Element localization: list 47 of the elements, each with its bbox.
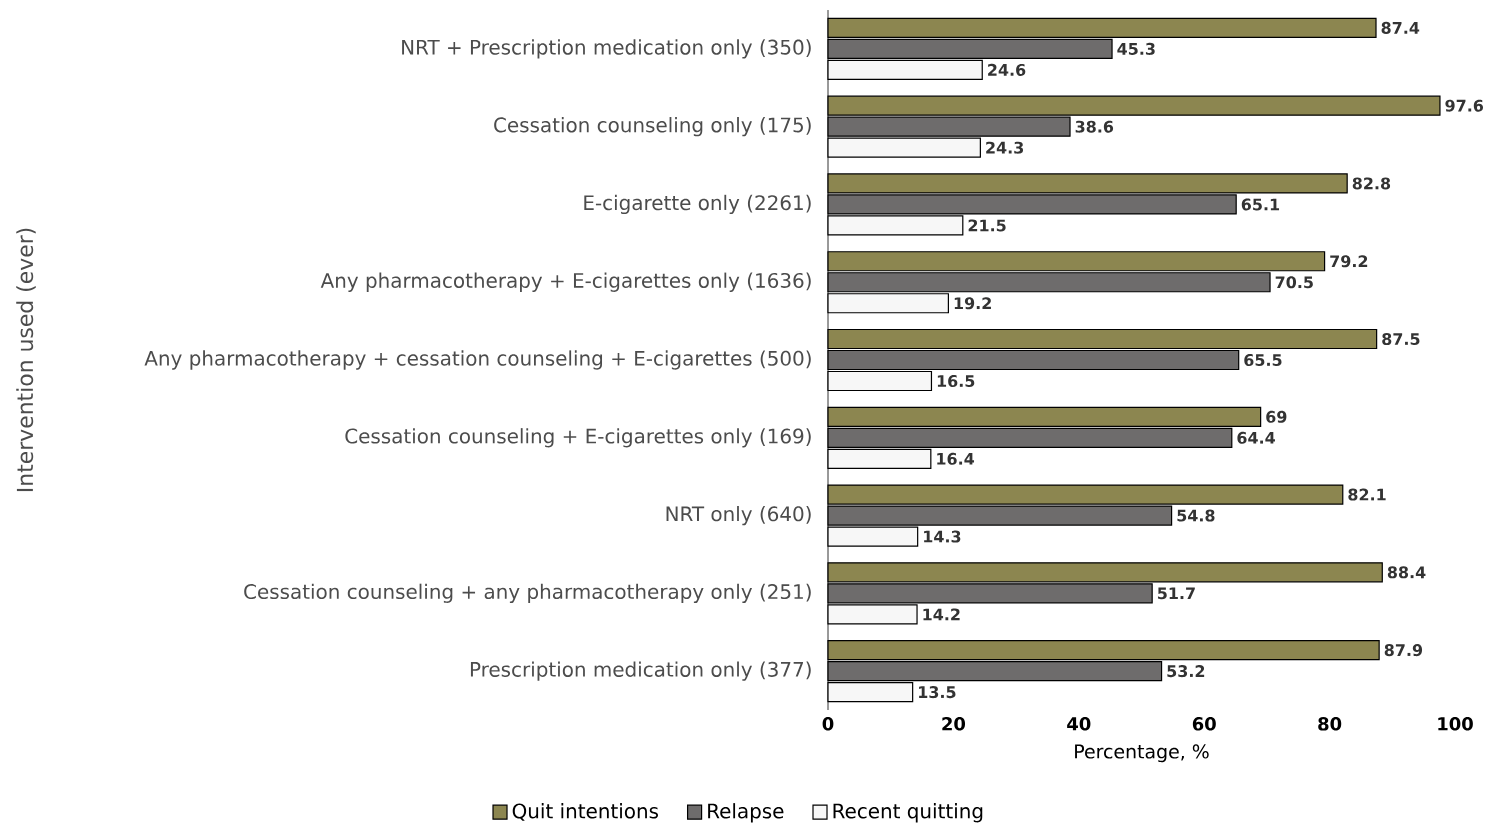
y-tick-label: NRT only (640) [666,505,811,526]
x-tick-label: 60 [1192,717,1216,731]
data-label: 65.5 [1244,354,1282,367]
data-label: 69 [1266,410,1287,423]
data-label: 79.2 [1330,255,1368,268]
x-tick-label: 40 [1067,717,1091,731]
x-tick-label: 80 [1318,717,1342,731]
y-tick-label: Cessation counseling + E-cigarettes only (169) [345,428,811,448]
data-label: 16.5 [937,375,975,388]
legend-label: Quit intentions [512,803,659,821]
y-tick-label: Prescription medication only (377) [470,661,811,681]
data-label: 87.5 [1382,332,1420,346]
x-tick-label: 0 [822,717,834,731]
legend-label: Recent quitting [833,803,983,823]
data-label: 65.1 [1241,198,1280,211]
data-label: 14.2 [923,608,960,621]
data-label: 97.6 [1445,99,1484,112]
data-label: 21.5 [968,219,1006,232]
data-label: 82.1 [1348,488,1386,501]
data-label: 38.6 [1075,120,1114,133]
data-label: 82.8 [1352,177,1391,190]
data-label: 87.9 [1384,644,1423,657]
y-tick-label: E-cigarette only (2261) [584,194,811,215]
data-label: 70.5 [1275,276,1313,289]
x-tick-label: 100 [1438,717,1473,731]
data-label: 54.8 [1177,509,1215,522]
data-label: 14.3 [924,530,961,543]
data-label: 13.5 [919,686,956,699]
data-label: 24.6 [988,63,1026,76]
data-label: 64.4 [1237,431,1275,444]
data-label: 87.4 [1381,21,1420,34]
data-label: 45.3 [1117,42,1155,55]
data-label: 16.4 [937,452,975,465]
y-tick-label: Cessation counseling + any pharmacotherapy only (251) [244,583,811,603]
y-tick-label: Any pharmacotherapy + E-cigarettes only (1636) [320,272,811,292]
y-tick-label: Any pharmacotherapy + cessation counseling + E-cigarettes (500) [144,350,811,370]
x-tick-label: 20 [942,717,966,731]
data-label: 51.7 [1157,587,1195,600]
y-tick-label: Cessation counseling only (175) [494,117,811,137]
y-tick-label: NRT + Prescription medication only (350) [402,39,811,59]
x-axis-title: Percentage, % [1075,744,1209,763]
data-label: 88.4 [1387,566,1426,579]
data-label: 19.2 [954,297,991,310]
data-label: 24.3 [986,141,1024,154]
legend-label: Relapse [708,803,784,823]
y-axis-title: Intervention used (ever) [16,228,36,492]
data-label: 53.2 [1167,665,1205,678]
